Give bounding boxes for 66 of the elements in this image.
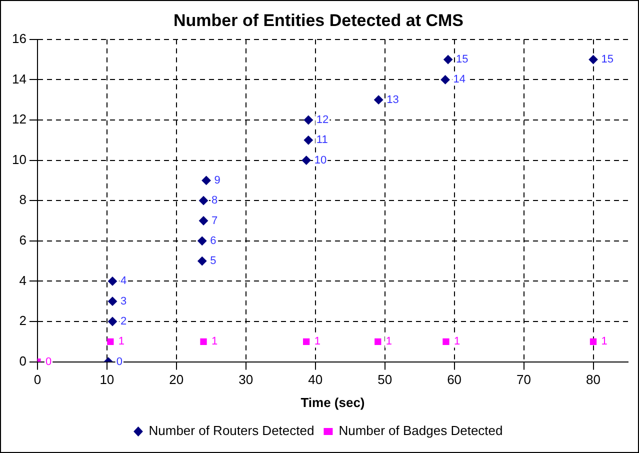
y-tick-label: 0 <box>19 353 26 368</box>
data-label: 2 <box>120 316 127 328</box>
y-tick-label: 16 <box>12 30 26 46</box>
data-label: 1 <box>314 336 320 348</box>
x-tick-label: 60 <box>447 372 462 388</box>
y-tick-label: 2 <box>19 313 26 328</box>
y-tick-label: 10 <box>12 152 26 167</box>
point <box>440 75 450 84</box>
point <box>442 338 450 345</box>
point <box>202 176 211 185</box>
data-label: 1 <box>386 336 392 348</box>
data-label: 4 <box>120 275 127 288</box>
y-tick-label: 6 <box>19 232 26 248</box>
x-tick-label: 70 <box>516 372 532 388</box>
data-label: 14 <box>453 74 466 86</box>
point <box>304 116 313 124</box>
data-label: 15 <box>456 54 468 66</box>
legend-label: Number of Badges Detected <box>338 423 503 438</box>
point <box>198 236 207 246</box>
x-tick-label: 20 <box>169 372 184 388</box>
x-tick-label: 40 <box>308 372 323 388</box>
point <box>108 296 117 306</box>
data-label: 3 <box>120 295 127 308</box>
data-label: 5 <box>210 255 216 268</box>
point <box>304 136 313 145</box>
data-label: 8 <box>212 194 218 207</box>
y-tick-label: 8 <box>19 192 26 208</box>
data-label: 0 <box>45 356 52 368</box>
data-label: 1 <box>601 336 608 348</box>
data-label: 6 <box>210 234 216 247</box>
x-tick-label: 30 <box>238 372 254 388</box>
data-label: 0 <box>116 356 122 368</box>
point <box>374 338 382 345</box>
point <box>590 338 597 345</box>
x-axis-title: Time (sec) <box>300 394 365 410</box>
data-label: 9 <box>214 174 220 186</box>
data-label: 11 <box>316 134 328 146</box>
data-label: 7 <box>212 214 218 227</box>
point <box>108 276 117 286</box>
point <box>200 338 207 345</box>
x-tick-label: 80 <box>586 372 600 388</box>
point <box>199 196 208 206</box>
point <box>302 156 311 165</box>
chart-title: Number of Entities Detected at CMS <box>174 10 464 30</box>
x-tick-label: 10 <box>100 372 114 388</box>
point <box>374 95 384 104</box>
y-tick-label: 4 <box>19 272 26 288</box>
data-label: 10 <box>314 154 327 166</box>
data-label: 1 <box>118 336 125 348</box>
x-tick-label: 50 <box>378 372 392 388</box>
data-label: 15 <box>601 54 614 66</box>
point <box>303 338 310 345</box>
data-label: 12 <box>316 114 329 126</box>
data-label: 1 <box>212 336 218 348</box>
legend-label: Number of Routers Detected <box>148 423 314 438</box>
point <box>588 55 598 64</box>
data-label: 13 <box>386 94 399 106</box>
data-label: 1 <box>454 336 460 348</box>
point <box>199 216 208 226</box>
y-tick-label: 14 <box>12 71 26 86</box>
point <box>108 317 117 326</box>
y-tick-label: 12 <box>12 112 26 127</box>
point <box>444 55 453 64</box>
x-tick-label: 0 <box>34 372 42 388</box>
point <box>107 338 114 345</box>
point <box>198 256 207 266</box>
